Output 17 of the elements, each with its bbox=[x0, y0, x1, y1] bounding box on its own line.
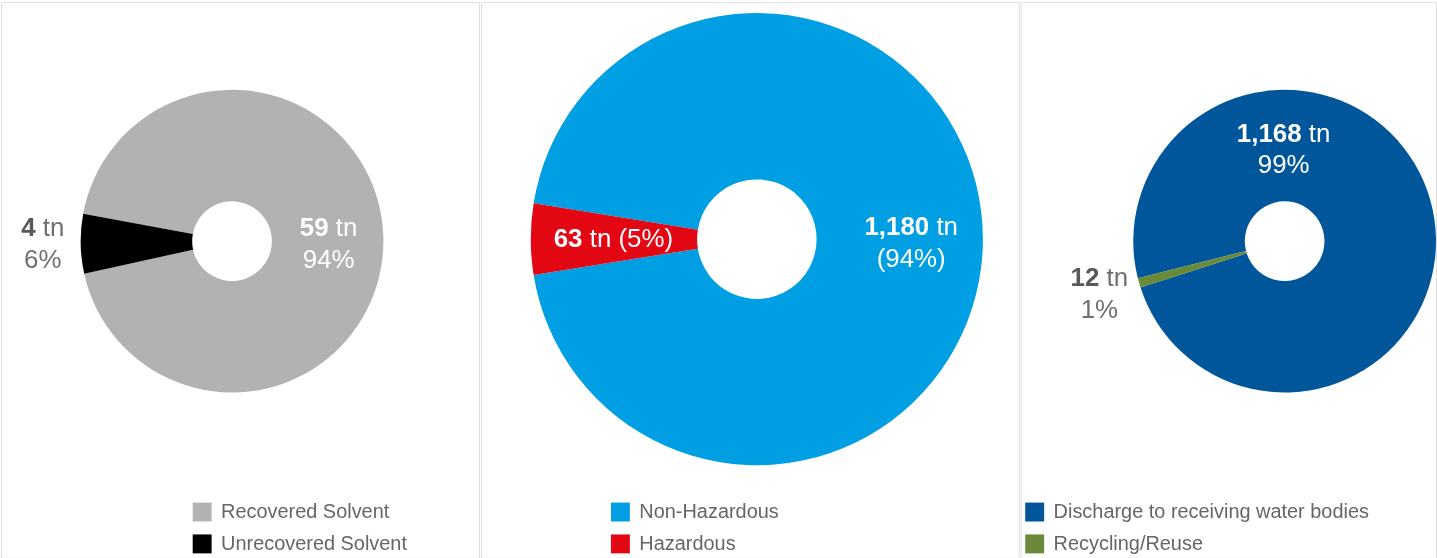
legend-label: Hazardous bbox=[639, 531, 736, 554]
data-label: 12 tn 1% bbox=[1070, 262, 1129, 323]
data-label: 1,168 tn 99% bbox=[1236, 118, 1331, 179]
donut-slice bbox=[83, 89, 384, 393]
data-label: 4 tn 6% bbox=[21, 213, 65, 274]
donut-slice bbox=[1133, 89, 1436, 393]
legend-label: Non-Hazardous bbox=[639, 500, 779, 523]
legend-label: Recycling/Reuse bbox=[1053, 531, 1203, 554]
legend-label: Discharge to receiving water bodies bbox=[1053, 500, 1369, 523]
donut-slice bbox=[533, 13, 983, 466]
donut-slice bbox=[1137, 250, 1247, 288]
data-label: 63 tn (5%) bbox=[553, 224, 674, 253]
data-label: 1,180 tn (94%) bbox=[864, 212, 958, 273]
data-label: 59 tn 94% bbox=[299, 213, 358, 274]
donut-slice bbox=[80, 213, 194, 274]
legend-label: Recovered Solvent bbox=[221, 500, 390, 523]
legend-label: Unrecovered Solvent bbox=[221, 531, 408, 554]
